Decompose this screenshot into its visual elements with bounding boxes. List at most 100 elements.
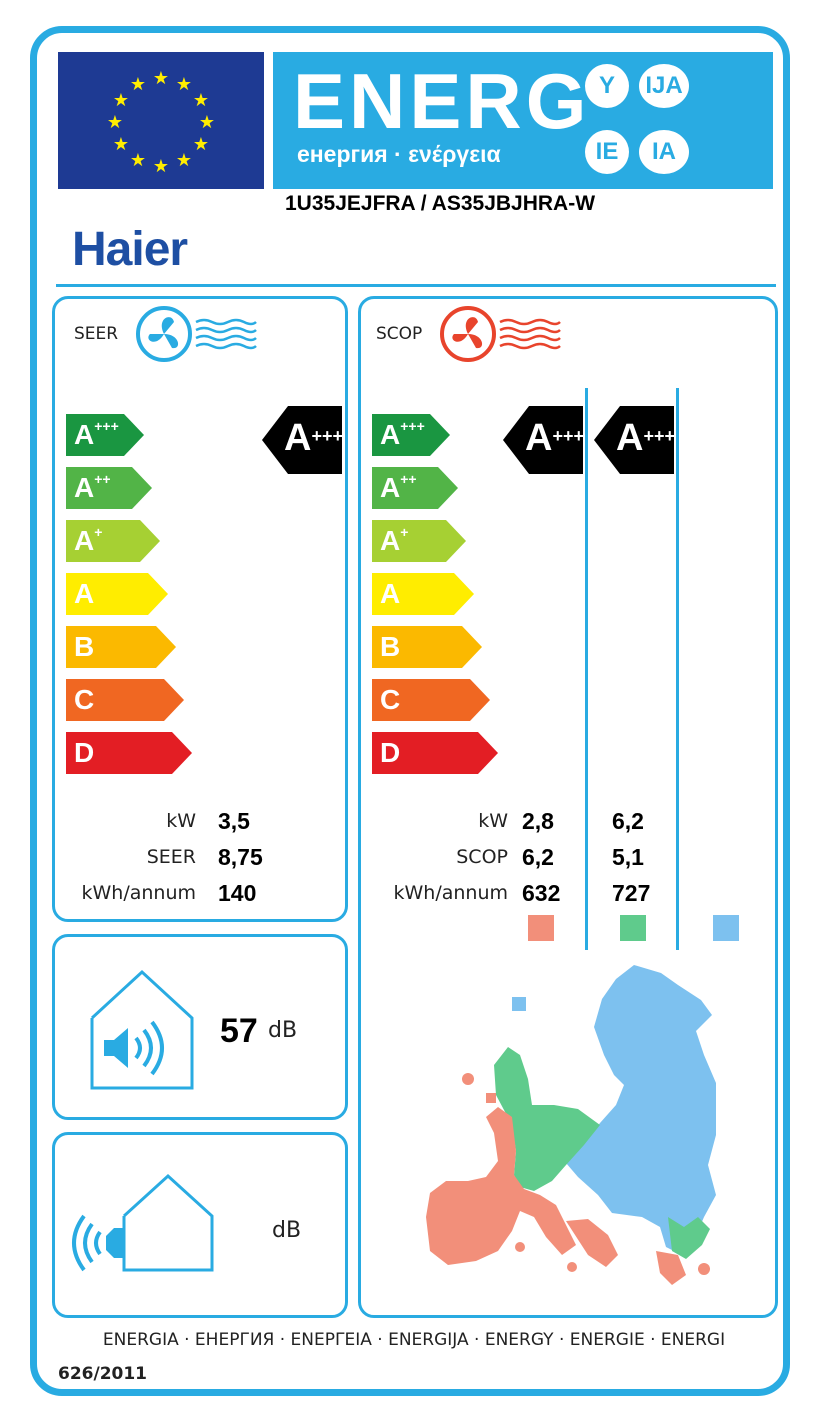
cooling-scale-arrow: A [66, 573, 168, 615]
heating-average-kwh: 727 [612, 880, 651, 906]
cooling-scale-letter: D [74, 737, 95, 768]
cooling-panel [52, 296, 348, 922]
zone-warmer-swatch [528, 915, 554, 941]
heating-scale-sup: ++ [400, 471, 417, 487]
outdoor-noise-panel [52, 1132, 348, 1318]
heating-scale-letter: A [380, 578, 401, 609]
indoor-noise-panel [52, 934, 348, 1120]
indoor-noise-unit: dB [268, 1018, 298, 1043]
model-number: 1U35JEJFRA / AS35JBJHRA-W [285, 192, 596, 215]
cooling-scale-arrow: D [66, 732, 192, 774]
energy-subtitle: енергия · ενέργεια [297, 141, 501, 167]
heating-title: SCOP [376, 324, 423, 344]
heating-rating-letter-2: A [616, 417, 644, 459]
heating-rating-sup-2: +++ [643, 426, 675, 446]
heating-scale-letter: A [380, 419, 401, 450]
cooling-scale-letter: B [74, 631, 95, 662]
cooling-scale-arrow: C [66, 679, 184, 721]
cooling-value-seer: 8,75 [218, 844, 263, 870]
cooling-scale-arrow: A+ [66, 520, 160, 562]
cooling-rating-badge: A+++ [262, 406, 343, 474]
column-divider-2 [676, 388, 679, 950]
energy-header-band: ENERG енергия · ενέργεια Y IJA IE IA [273, 52, 773, 189]
heating-fan-icon [440, 306, 561, 362]
eu-flag: ★ ★ ★ ★ ★ ★ ★ ★ ★ ★ ★ ★ [58, 52, 264, 189]
svg-text:★: ★ [130, 150, 146, 171]
outdoor-noise-unit: dB [272, 1218, 302, 1243]
heating-scale-sup: +++ [400, 418, 425, 434]
header-divider [56, 284, 776, 287]
europe-climate-map [426, 965, 716, 1285]
cooling-label-seer: SEER [146, 846, 196, 868]
cooling-scale-letter: C [74, 684, 95, 715]
heating-rating-letter-1: A [525, 417, 553, 459]
cooling-title: SEER [74, 324, 119, 344]
heating-scale-letter: A [380, 525, 401, 556]
footer-languages: ENERGIA · ЕНЕРГИЯ · ΕΝΕΡΓΕΙΑ · ENERGIJA … [102, 1330, 726, 1350]
lang-suffix-ia: IA [639, 130, 689, 174]
svg-text:★: ★ [176, 150, 192, 171]
heating-scale-arrow: D [372, 732, 498, 774]
cooling-scale-sup: + [94, 524, 103, 540]
cooling-scale-letter: A [74, 472, 95, 503]
regulation-number: 626/2011 [58, 1364, 148, 1384]
eu-stars-icon: ★ ★ ★ ★ ★ ★ ★ ★ ★ ★ ★ ★ [107, 68, 215, 177]
heating-rating-badge-average: A+++ [594, 406, 675, 474]
heating-average-scop: 5,1 [612, 844, 644, 870]
cooling-scale-letter: A [74, 578, 95, 609]
heating-warmer-scop: 6,2 [522, 844, 554, 870]
heating-label-scop: SCOP [456, 846, 508, 868]
svg-text:★: ★ [199, 112, 215, 133]
heating-scale-letter: D [380, 737, 401, 768]
cooling-fan-icon [136, 306, 257, 362]
cooling-scale-sup: ++ [94, 471, 111, 487]
cooling-scale-arrow: A+++ [66, 414, 144, 456]
svg-text:★: ★ [130, 74, 146, 95]
cooling-scale-arrow: A++ [66, 467, 152, 509]
cooling-rating-sup: +++ [311, 426, 343, 446]
heating-scale-arrow: C [372, 679, 490, 721]
brand-logo: Haier [72, 223, 188, 276]
svg-text:★: ★ [193, 134, 209, 155]
zone-colder-swatch [713, 915, 739, 941]
heating-panel [358, 296, 778, 1318]
zone-average-swatch [620, 915, 646, 941]
heating-scale-arrow: B [372, 626, 482, 668]
heating-scale-arrow: A++ [372, 467, 458, 509]
heating-scale-sup: + [400, 524, 409, 540]
heating-scale-letter: C [380, 684, 401, 715]
indoor-speaker-icon [90, 969, 194, 1090]
svg-text:★: ★ [153, 68, 169, 89]
svg-text:★: ★ [107, 112, 123, 133]
heating-warmer-kw: 2,8 [522, 808, 554, 834]
outdoor-speaker-icon [72, 1173, 214, 1272]
lang-suffix-y: Y [585, 64, 629, 108]
cooling-scale-letter: A [74, 419, 95, 450]
column-divider-1 [585, 388, 588, 950]
cooling-value-kwh: 140 [218, 880, 257, 906]
cooling-value-kw: 3,5 [218, 808, 250, 834]
svg-text:★: ★ [176, 74, 192, 95]
heating-scale-letter: B [380, 631, 401, 662]
label-frame [30, 26, 790, 1396]
cooling-scale-sup: +++ [94, 418, 119, 434]
cooling-rating-letter: A [284, 417, 312, 459]
lang-suffix-ija: IJA [639, 64, 689, 108]
svg-text:★: ★ [113, 90, 129, 111]
heating-scale-letter: A [380, 472, 401, 503]
svg-text:★: ★ [153, 156, 169, 177]
svg-text:★: ★ [113, 134, 129, 155]
heating-scale-arrow: A [372, 573, 474, 615]
cooling-label-kw: kW [166, 810, 196, 832]
heating-scale-arrow: A+ [372, 520, 466, 562]
cooling-label-kwh: kWh/annum [81, 882, 196, 904]
svg-text:★: ★ [193, 90, 209, 111]
heating-label-kwh: kWh/annum [393, 882, 508, 904]
heating-average-kw: 6,2 [612, 808, 644, 834]
heating-rating-sup-1: +++ [552, 426, 584, 446]
heating-rating-badge-warmer: A+++ [503, 406, 584, 474]
heating-scale-arrow: A+++ [372, 414, 450, 456]
heating-warmer-kwh: 632 [522, 880, 561, 906]
cooling-scale-letter: A [74, 525, 95, 556]
cooling-scale-arrow: B [66, 626, 176, 668]
